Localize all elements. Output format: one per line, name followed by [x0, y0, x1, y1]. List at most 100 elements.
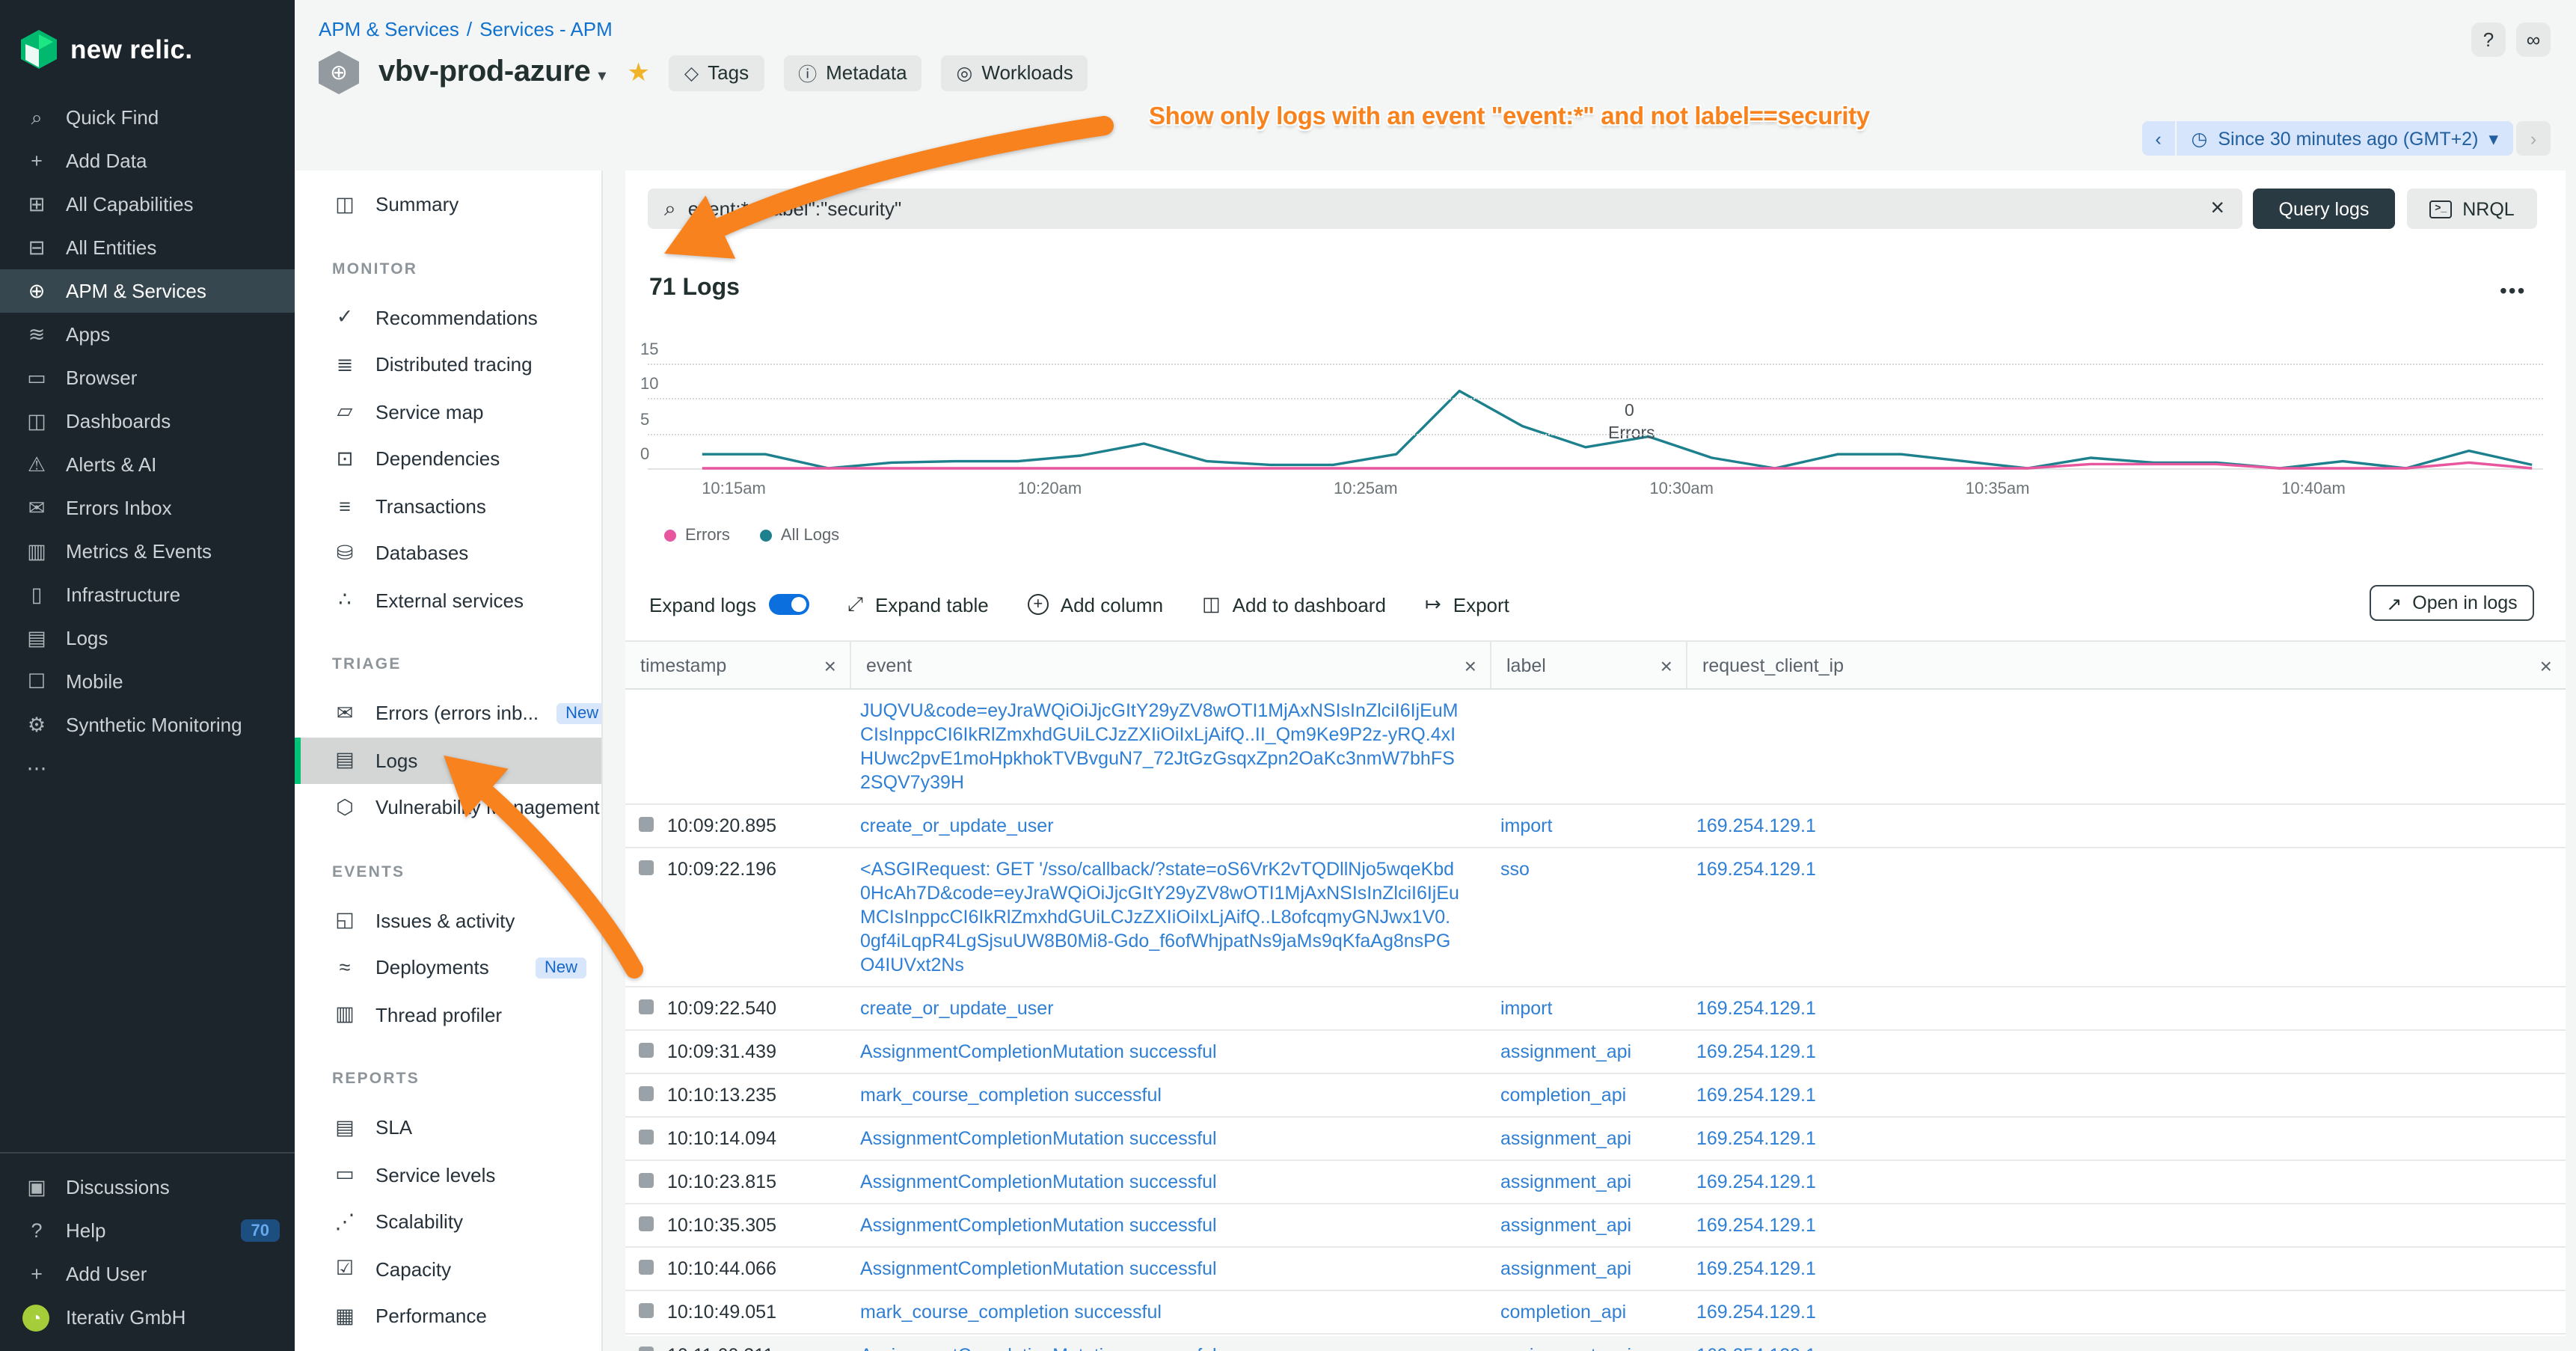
time-forward-button[interactable]: › — [2516, 121, 2551, 156]
clear-query-icon[interactable]: × — [2210, 195, 2224, 221]
row-select-square[interactable] — [639, 860, 654, 875]
table-row[interactable]: 10:09:22.540 create_or_update_user import 1… — [625, 986, 2566, 1029]
event-link[interactable]: AssignmentCompletionMutation successful — [860, 1041, 1217, 1062]
remove-column-icon[interactable]: × — [1464, 653, 1476, 677]
ip-link[interactable]: 169.254.129.1 — [1696, 859, 1816, 880]
event-link[interactable]: AssignmentCompletionMutation successful — [860, 1345, 1217, 1351]
label-link[interactable]: completion_api — [1500, 1302, 1627, 1323]
label-link[interactable]: sso — [1500, 859, 1530, 880]
sidebar-item-add-user[interactable]: + Add User — [0, 1252, 295, 1296]
export-button[interactable]: ↦ Export — [1425, 592, 1509, 616]
label-link[interactable]: assignment_api — [1500, 1258, 1632, 1279]
sidebar-item-metrics-events[interactable]: ▥ Metrics & Events — [0, 530, 295, 573]
sidebar-item-alerts-ai[interactable]: ⚠ Alerts & AI — [0, 443, 295, 486]
add-column-button[interactable]: + Add column — [1027, 593, 1163, 616]
add-to-dashboard-button[interactable]: ◫ Add to dashboard — [1202, 592, 1386, 616]
subnav-item-service-levels[interactable]: ▭ Service levels — [295, 1151, 601, 1198]
subnav-item-databases[interactable]: ⛁ Databases — [295, 530, 601, 577]
more-options-button[interactable]: ••• — [2500, 278, 2527, 302]
table-row[interactable]: 10:10:14.094 AssignmentCompletionMutation… — [625, 1116, 2566, 1159]
time-back-button[interactable]: ‹ — [2141, 121, 2177, 156]
subnav-item-external-services[interactable]: ∴ External services — [295, 577, 601, 624]
ip-link[interactable]: 169.254.129.1 — [1696, 1215, 1816, 1236]
sidebar-item-mobile[interactable]: ☐ Mobile — [0, 660, 295, 703]
ip-link[interactable]: 169.254.129.1 — [1696, 1302, 1816, 1323]
label-link[interactable]: import — [1500, 998, 1553, 1019]
subnav-item-issues-activity[interactable]: ◱ Issues & activity — [295, 897, 601, 944]
label-link[interactable]: completion_api — [1500, 1085, 1627, 1106]
table-row[interactable]: 10:10:35.305 AssignmentCompletionMutation… — [625, 1203, 2566, 1246]
subnav-item-errors-errors-inb[interactable]: ✉ Errors (errors inb... New — [295, 690, 601, 737]
sidebar-item-apps[interactable]: ≋ Apps — [0, 313, 295, 356]
ip-link[interactable]: 169.254.129.1 — [1696, 1345, 1816, 1351]
row-select-square[interactable] — [639, 1303, 654, 1318]
event-link[interactable]: create_or_update_user — [860, 815, 1054, 836]
sidebar-item-add-data[interactable]: + Add Data — [0, 139, 295, 183]
sidebar-item-errors-inbox[interactable]: ✉ Errors Inbox — [0, 486, 295, 530]
subnav-item-transactions[interactable]: ≡ Transactions — [295, 482, 601, 530]
favorite-star-icon[interactable]: ★ — [627, 58, 650, 86]
log-query-input[interactable] — [687, 197, 2193, 220]
sidebar-item-infrastructure[interactable]: ▯ Infrastructure — [0, 573, 295, 616]
entity-chevron-down-icon[interactable]: ▾ — [598, 67, 607, 85]
subnav-item-recommendations[interactable]: ✓ Recommendations — [295, 294, 601, 341]
entity-name[interactable]: vbv-prod-azure — [378, 55, 591, 88]
subnav-item-performance[interactable]: ▦ Performance — [295, 1293, 601, 1340]
table-row[interactable]: JUQVU&code=eyJraWQiOiJjcGItY29yZV8wOTI1M… — [625, 690, 2566, 803]
subnav-item-service-map[interactable]: ▱ Service map — [295, 388, 601, 435]
remove-column-icon[interactable]: × — [824, 653, 836, 677]
label-link[interactable]: assignment_api — [1500, 1171, 1632, 1192]
event-link[interactable]: <ASGIRequest: GET '/sso/callback/?state=… — [860, 859, 1459, 975]
row-select-square[interactable] — [639, 1216, 654, 1231]
event-link[interactable]: AssignmentCompletionMutation successful — [860, 1258, 1217, 1279]
ip-link[interactable]: 169.254.129.1 — [1696, 1128, 1816, 1149]
ip-link[interactable]: 169.254.129.1 — [1696, 1258, 1816, 1279]
event-link[interactable]: AssignmentCompletionMutation successful — [860, 1128, 1217, 1149]
open-in-logs-button[interactable]: ↗ Open in logs — [2370, 585, 2534, 621]
ip-link[interactable]: 169.254.129.1 — [1696, 815, 1816, 836]
sidebar-item-synthetic-monitoring[interactable]: ⚙ Synthetic Monitoring — [0, 703, 295, 747]
sidebar-item-browser[interactable]: ▭ Browser — [0, 356, 295, 399]
row-select-square[interactable] — [639, 1260, 654, 1275]
event-link[interactable]: mark_course_completion successful — [860, 1302, 1162, 1323]
sidebar-item-all-entities[interactable]: ⊟ All Entities — [0, 226, 295, 269]
label-link[interactable]: import — [1500, 815, 1553, 836]
metadata-button[interactable]: ⓘ Metadata — [783, 55, 922, 91]
table-row[interactable]: 10:10:13.235 mark_course_completion succe… — [625, 1073, 2566, 1116]
ip-link[interactable]: 169.254.129.1 — [1696, 1171, 1816, 1192]
sidebar-item-apm-services[interactable]: ⊕ APM & Services — [0, 269, 295, 313]
sidebar-item-logs[interactable]: ▤ Logs — [0, 616, 295, 660]
sidebar-item-item[interactable]: ⋯ — [0, 747, 295, 790]
help-question-button[interactable]: ? — [2471, 22, 2506, 57]
subnav-item-summary[interactable]: ◫ Summary — [295, 181, 601, 228]
nrql-button[interactable]: >_ NRQL — [2407, 189, 2537, 229]
table-row[interactable]: 10:11:00.311 AssignmentCompletionMutation… — [625, 1333, 2566, 1351]
subnav-item-distributed-tracing[interactable]: ≣ Distributed tracing — [295, 341, 601, 388]
sidebar-item-quick-find[interactable]: ⌕ Quick Find — [0, 96, 295, 139]
subnav-item-thread-profiler[interactable]: ▥ Thread profiler — [295, 991, 601, 1038]
expand-table-button[interactable]: ⤢ Expand table — [847, 592, 989, 616]
subnav-item-scalability[interactable]: ⋰ Scalability — [295, 1198, 601, 1246]
subnav-item-logs[interactable]: ▤ Logs — [295, 737, 601, 784]
time-range-button[interactable]: ◷ Since 30 minutes ago (GMT+2) ▾ — [2176, 121, 2513, 156]
row-select-square[interactable] — [639, 1347, 654, 1351]
remove-column-icon[interactable]: × — [2539, 653, 2552, 677]
event-link[interactable]: AssignmentCompletionMutation successful — [860, 1171, 1217, 1192]
legend-item-all-logs[interactable]: All Logs — [759, 527, 839, 545]
sidebar-item-discussions[interactable]: ▣ Discussions — [0, 1165, 295, 1209]
breadcrumb-link-services[interactable]: Services - APM — [479, 18, 613, 40]
new-relic-logo[interactable]: new relic. — [0, 0, 295, 96]
sidebar-item-dashboards[interactable]: ◫ Dashboards — [0, 399, 295, 443]
copy-link-button[interactable]: ∞ — [2516, 22, 2551, 57]
event-link[interactable]: create_or_update_user — [860, 998, 1054, 1019]
tags-button[interactable]: ◇ Tags — [669, 55, 764, 91]
subnav-item-capacity[interactable]: ☑ Capacity — [295, 1246, 601, 1293]
label-link[interactable]: assignment_api — [1500, 1215, 1632, 1236]
event-link[interactable]: mark_course_completion successful — [860, 1085, 1162, 1106]
sidebar-item-help[interactable]: ? Help 70 — [0, 1209, 295, 1252]
expand-logs-toggle[interactable] — [768, 594, 809, 615]
row-select-square[interactable] — [639, 1173, 654, 1188]
table-row[interactable]: 10:10:44.066 AssignmentCompletionMutation… — [625, 1246, 2566, 1290]
workloads-button[interactable]: ◎ Workloads — [941, 55, 1088, 91]
table-row[interactable]: 10:09:31.439 AssignmentCompletionMutation… — [625, 1029, 2566, 1073]
